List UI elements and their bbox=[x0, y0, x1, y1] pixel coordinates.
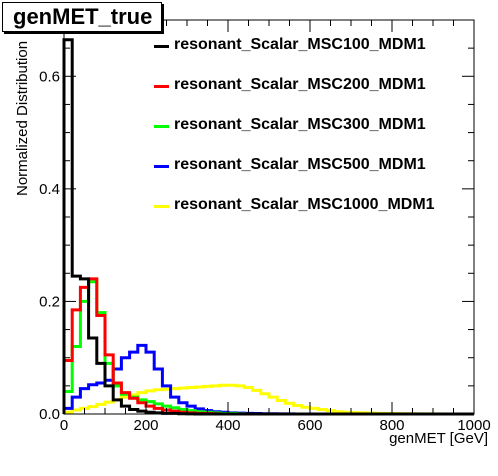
series-line-0 bbox=[62, 38, 474, 416]
legend-item-msc300: resonant_Scalar_MSC300_MDM1 bbox=[150, 116, 480, 156]
legend-line-msc1000 bbox=[154, 205, 169, 208]
legend-line-msc100 bbox=[154, 45, 169, 48]
x-tick-label-2: 400 bbox=[215, 417, 240, 434]
legend: resonant_Scalar_MSC100_MDM1 resonant_Sca… bbox=[150, 36, 480, 236]
x-tick-label-3: 600 bbox=[297, 417, 322, 434]
y-axis-label: Normalized Distribution bbox=[14, 40, 31, 196]
x-tick-label-1: 200 bbox=[133, 417, 158, 434]
x-tick-label-5: 1000 bbox=[457, 417, 490, 434]
x-tick-label-4: 800 bbox=[379, 417, 404, 434]
y-tick-label-3: 0.6 bbox=[39, 68, 60, 85]
legend-line-msc300 bbox=[154, 125, 169, 128]
x-tick-label-0: 0 bbox=[60, 417, 68, 434]
legend-label-msc500: resonant_Scalar_MSC500_MDM1 bbox=[174, 156, 426, 173]
y-tick-label-2: 0.4 bbox=[39, 181, 60, 198]
legend-line-msc200 bbox=[154, 85, 169, 88]
series-line-3 bbox=[62, 343, 474, 416]
legend-item-msc500: resonant_Scalar_MSC500_MDM1 bbox=[150, 156, 480, 196]
y-tick-label-0: 0.0 bbox=[39, 406, 60, 423]
legend-label-msc300: resonant_Scalar_MSC300_MDM1 bbox=[174, 116, 426, 133]
legend-item-msc200: resonant_Scalar_MSC200_MDM1 bbox=[150, 76, 480, 116]
x-axis-label: genMET [GeV] bbox=[389, 430, 488, 447]
legend-label-msc200: resonant_Scalar_MSC200_MDM1 bbox=[174, 76, 426, 93]
legend-line-msc500 bbox=[154, 165, 169, 168]
legend-item-msc100: resonant_Scalar_MSC100_MDM1 bbox=[150, 36, 480, 76]
legend-label-msc100: resonant_Scalar_MSC100_MDM1 bbox=[174, 36, 426, 53]
legend-item-msc1000: resonant_Scalar_MSC1000_MDM1 bbox=[150, 196, 480, 236]
y-tick-label-1: 0.2 bbox=[39, 293, 60, 310]
legend-label-msc1000: resonant_Scalar_MSC1000_MDM1 bbox=[174, 196, 435, 213]
chart-title-box: genMET_true bbox=[2, 2, 162, 32]
axis-group: 0 200 400 600 800 1000 0.0 0.2 0.4 0.6 bbox=[39, 19, 491, 434]
chart-title: genMET_true bbox=[13, 4, 153, 29]
